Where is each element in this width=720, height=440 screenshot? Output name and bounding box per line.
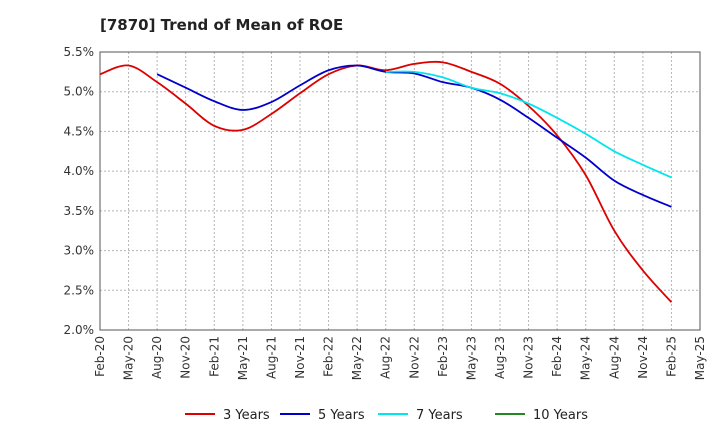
y-tick-label: 5.5% bbox=[64, 45, 95, 59]
x-tick-label: Nov-21 bbox=[293, 336, 307, 379]
x-tick-label: May-24 bbox=[579, 336, 593, 380]
legend-label-3-years: 3 Years bbox=[223, 408, 270, 423]
x-tick-label: Aug-24 bbox=[607, 336, 621, 379]
x-tick-label: Aug-22 bbox=[379, 336, 393, 379]
chart-title: [7870] Trend of Mean of ROE bbox=[100, 16, 343, 34]
series-line-7-years bbox=[385, 70, 672, 179]
y-tick-label: 3.5% bbox=[64, 204, 95, 218]
x-tick-label: Nov-23 bbox=[522, 336, 536, 379]
x-tick-label: Feb-23 bbox=[436, 336, 450, 377]
y-axis-ticks: 2.0% 2.5% 3.0% 3.5% 4.0% 4.5% 5.0% 5.5% bbox=[64, 45, 95, 337]
y-tick-label: 4.5% bbox=[64, 124, 95, 138]
plot-border bbox=[99, 51, 701, 331]
x-tick-label: Feb-21 bbox=[207, 336, 221, 377]
series-line-3-years bbox=[99, 60, 673, 303]
legend-label-5-years: 5 Years bbox=[318, 408, 365, 423]
y-tick-label: 2.5% bbox=[64, 283, 95, 297]
x-tick-label: May-22 bbox=[350, 336, 364, 380]
x-tick-label: Aug-21 bbox=[264, 336, 278, 379]
x-tick-label: Nov-22 bbox=[407, 336, 421, 379]
x-axis-ticks: Feb-20 May-20 Aug-20 Nov-20 Feb-21 May-21 Aug-… bbox=[93, 336, 707, 380]
x-tick-label: Aug-20 bbox=[150, 336, 164, 379]
x-tick-label: Feb-25 bbox=[664, 336, 678, 377]
grid-lines bbox=[99, 51, 701, 331]
plot-area bbox=[99, 51, 701, 331]
series-lines bbox=[99, 60, 673, 303]
y-tick-label: 3.0% bbox=[64, 244, 95, 258]
x-tick-label: May-25 bbox=[693, 336, 707, 380]
x-tick-label: May-20 bbox=[122, 336, 136, 380]
x-tick-label: Nov-20 bbox=[179, 336, 193, 379]
x-tick-label: Aug-23 bbox=[493, 336, 507, 379]
y-tick-label: 2.0% bbox=[64, 323, 95, 337]
series-line-5-years bbox=[156, 64, 672, 208]
y-tick-label: 5.0% bbox=[64, 85, 95, 99]
legend-label-10-years: 10 Years bbox=[533, 408, 588, 423]
x-tick-label: Feb-20 bbox=[93, 336, 107, 377]
y-tick-label: 4.0% bbox=[64, 164, 95, 178]
x-tick-label: Feb-22 bbox=[322, 336, 336, 377]
x-tick-label: Nov-24 bbox=[636, 336, 650, 379]
x-tick-label: May-21 bbox=[236, 336, 250, 380]
x-tick-label: May-23 bbox=[464, 336, 478, 380]
legend-label-7-years: 7 Years bbox=[416, 408, 463, 423]
legend: 3 Years 5 Years 7 Years 10 Years bbox=[185, 408, 588, 423]
x-tick-label: Feb-24 bbox=[550, 336, 564, 377]
